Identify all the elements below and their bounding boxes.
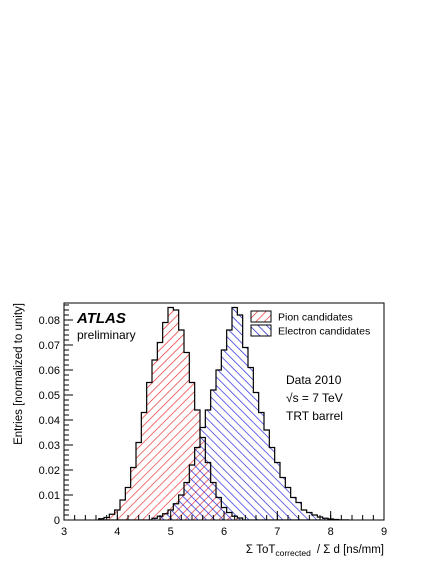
pion-bin: [152, 360, 158, 520]
annotation-detector: TRT barrel: [286, 409, 343, 423]
y-tick-label: 0: [54, 515, 60, 527]
legend-swatch-electron: [250, 324, 272, 337]
electron-outline: [98, 306, 350, 520]
electron-bin: [248, 367, 254, 520]
y-tick-label: 0.04: [39, 415, 60, 427]
electron-bin: [237, 315, 243, 520]
pion-bin: [130, 467, 136, 520]
pion-bin: [136, 442, 142, 520]
electron-bin: [200, 427, 206, 520]
pion-bin: [178, 330, 184, 520]
electron-bin: [296, 502, 302, 520]
electron-bin: [258, 412, 264, 520]
pion-bin: [146, 382, 152, 520]
electron-bin: [205, 410, 211, 520]
axis-ticks: 3 4 5 6 7 8 9 0 0.01 0.02 0.03 0.04 0.05 0.06 0.07 0.08: [39, 304, 387, 538]
legend-label-electron: Electron candidates: [278, 326, 370, 338]
pion-bin: [162, 322, 168, 520]
y-tick-label: 0.07: [39, 340, 60, 352]
electron-bin: [162, 513, 168, 520]
pion-bin: [157, 342, 163, 520]
y-tick-label: 0.06: [39, 365, 60, 377]
pion-bin: [189, 382, 195, 520]
y-tick-label: 0.05: [39, 390, 60, 402]
electron-bin: [280, 477, 286, 520]
electron-bin: [152, 518, 158, 520]
preliminary-label: preliminary: [77, 328, 136, 342]
pion-bin: [141, 412, 147, 520]
electron-bin: [194, 447, 200, 520]
pion-bin: [184, 352, 190, 520]
legend-swatch-pion: [250, 310, 272, 323]
pion-bin: [125, 487, 131, 520]
electron-bin: [216, 370, 222, 520]
electron-bin: [221, 350, 227, 520]
x-axis-title-unit: / Σ d [ns/mm]: [317, 544, 384, 556]
x-tick-label: 7: [274, 526, 280, 538]
electron-bin: [274, 462, 280, 520]
electron-bin: [184, 482, 190, 520]
electron-bin: [242, 347, 248, 520]
legend-label-pion: Pion candidates: [278, 312, 353, 324]
electron-bin: [173, 503, 179, 520]
y-tick-label: 0.02: [39, 465, 60, 477]
x-tick-label: 3: [61, 526, 67, 538]
pion-bin: [109, 514, 115, 520]
x-tick-label: 5: [168, 526, 174, 538]
electron-bin: [264, 430, 270, 520]
histogram-layer: [98, 306, 350, 520]
electron-bin: [269, 447, 275, 520]
electron-histogram: [152, 307, 339, 520]
annotation-energy: √s = 7 TeV: [286, 391, 343, 405]
electron-bin: [226, 330, 232, 520]
annotation-data-year: Data 2010: [286, 373, 342, 387]
x-axis-title: Σ ToTcorrected / Σ d [ns/mm]: [246, 544, 384, 558]
x-tick-label: 6: [221, 526, 227, 538]
x-tick-label: 9: [381, 526, 387, 538]
atlas-logo: ATLAS: [76, 310, 126, 327]
electron-bin: [322, 518, 328, 520]
electron-bin: [178, 495, 184, 520]
electron-bin: [290, 497, 296, 520]
electron-bin: [301, 510, 307, 520]
electron-bin: [210, 390, 216, 520]
electron-bin: [232, 307, 238, 520]
electron-bin: [312, 515, 318, 520]
electron-bin: [285, 487, 291, 520]
pion-bin: [98, 518, 104, 520]
y-tick-label: 0.01: [39, 490, 60, 502]
y-axis-title: Entries [normalized to unity]: [13, 303, 25, 445]
x-tick-label: 8: [328, 526, 334, 538]
electron-bin: [253, 392, 259, 520]
electron-bin: [189, 465, 195, 520]
pion-bin: [120, 500, 126, 520]
pion-bin: [173, 310, 179, 520]
x-axis-title-main: Σ ToT: [246, 544, 275, 556]
legend: Pion candidates Electron candidates: [250, 310, 370, 338]
x-axis-title-subscript: corrected: [275, 548, 311, 558]
x-tick-label: 4: [114, 526, 120, 538]
pion-outline: [98, 306, 350, 520]
y-tick-label: 0.03: [39, 440, 60, 452]
y-tick-label: 0.08: [39, 315, 60, 327]
pion-bin: [168, 307, 174, 520]
